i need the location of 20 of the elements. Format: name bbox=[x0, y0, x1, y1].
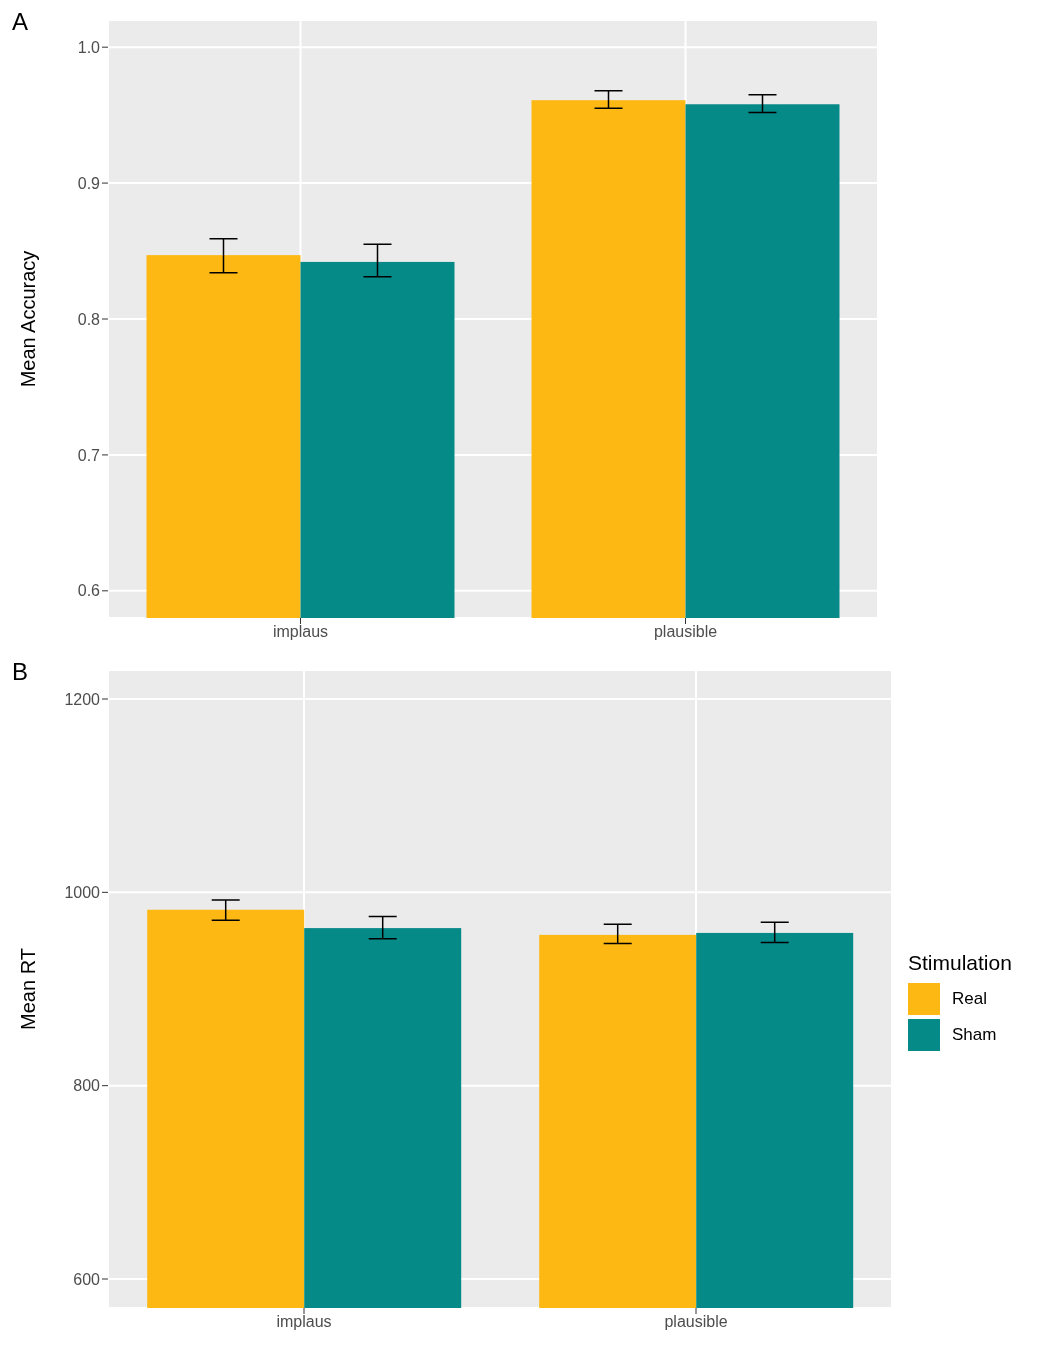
x-tick-label: implaus bbox=[272, 623, 329, 641]
y-axis-title: Mean RT bbox=[17, 948, 40, 1030]
y-tick-label: 1.0 bbox=[77, 38, 101, 56]
chart-title: B bbox=[12, 658, 29, 686]
y-tick-label: 0.7 bbox=[77, 446, 101, 464]
y-axis-title: Mean Accuracy bbox=[17, 250, 40, 388]
legend-label: Sham bbox=[952, 1025, 997, 1045]
x-tick-label: plausible bbox=[664, 1313, 728, 1331]
y-tick-label: 600 bbox=[73, 1270, 101, 1288]
y-tick-label: 1200 bbox=[64, 690, 101, 708]
x-tick-label: plausible bbox=[653, 623, 718, 641]
y-tick-label: 800 bbox=[73, 1077, 101, 1095]
legend-label: Real bbox=[952, 989, 987, 1009]
y-tick-label: 0.9 bbox=[77, 174, 101, 192]
legend-title: Stimulation bbox=[908, 951, 1013, 975]
y-tick-label: 1000 bbox=[64, 884, 101, 902]
chart-title: A bbox=[12, 8, 29, 36]
x-tick-label: implaus bbox=[276, 1313, 332, 1331]
y-tick-label: 0.8 bbox=[77, 310, 101, 328]
y-tick-label: 0.6 bbox=[77, 582, 101, 600]
